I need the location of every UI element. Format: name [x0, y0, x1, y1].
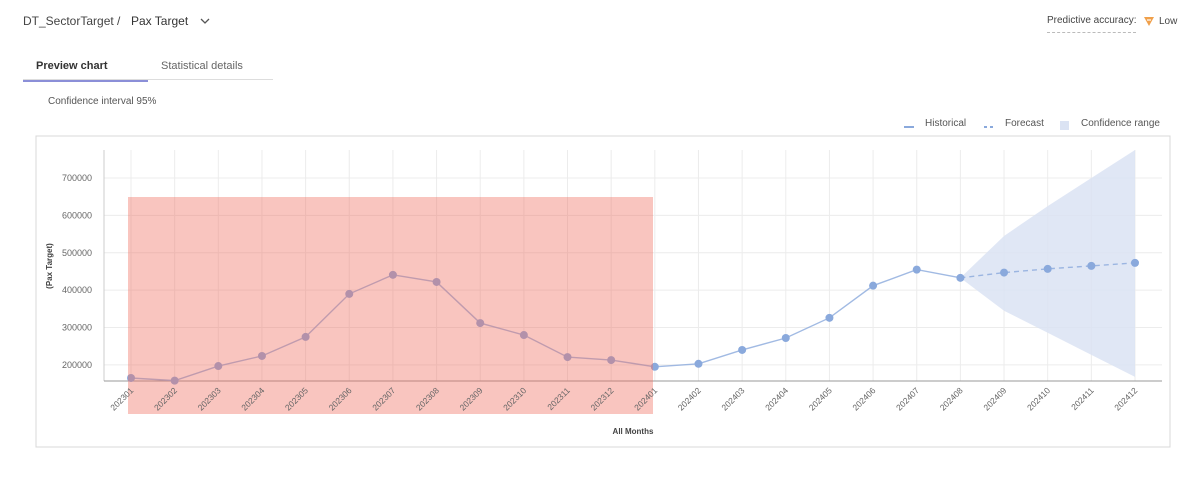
legend-label: Forecast — [1005, 118, 1044, 129]
data-point — [1131, 258, 1139, 267]
x-tick-label: 202409 — [981, 385, 1008, 412]
chevron — [200, 18, 209, 24]
data-point — [1000, 268, 1009, 277]
x-tick-label: 202411 — [1069, 385, 1096, 412]
data-point — [563, 353, 572, 362]
data-point — [1087, 261, 1096, 270]
data-point — [912, 265, 921, 274]
data-point — [1043, 264, 1052, 273]
x-tick-label: 202410 — [1025, 385, 1052, 412]
dataset-name: Pax Target — [131, 14, 189, 28]
dataset-dropdown[interactable]: Pax Target — [131, 14, 210, 28]
tab-preview[interactable]: Preview chart — [23, 60, 148, 82]
y-tick-label: 500000 — [62, 248, 92, 258]
data-point — [738, 345, 747, 354]
x-tick-label: 202402 — [676, 385, 703, 412]
accuracy-value: Low — [1159, 16, 1178, 27]
data-point — [127, 374, 135, 383]
data-point — [519, 331, 528, 340]
x-tick-label: 202403 — [719, 385, 746, 412]
tab-rule — [23, 79, 273, 80]
x-axis-label: All Months — [613, 427, 654, 436]
y-tick-label: 200000 — [62, 360, 92, 370]
data-point — [650, 362, 659, 371]
data-point — [694, 359, 703, 368]
y-tick-label: 600000 — [62, 210, 92, 220]
data-point — [345, 289, 354, 298]
data-point — [301, 332, 310, 341]
data-point — [607, 356, 616, 365]
y-tick-label: 400000 — [62, 285, 92, 295]
accuracy-icon — [1144, 17, 1154, 26]
x-tick-label: 202406 — [850, 385, 877, 412]
data-point — [432, 277, 441, 286]
series-line — [130, 268, 961, 382]
legend-label: Confidence range — [1081, 118, 1160, 129]
legend-label: Historical — [925, 118, 966, 129]
confidence-note: Confidence interval 95% — [48, 96, 157, 107]
data-point — [825, 313, 834, 322]
x-tick-label: 202405 — [807, 385, 834, 412]
y-tick-label: 300000 — [62, 323, 92, 333]
tab-statistics[interactable]: Statistical details — [161, 60, 243, 72]
data-point — [214, 362, 223, 371]
accuracy-label[interactable]: Predictive accuracy: — [1047, 15, 1137, 33]
y-axis-label: (Pax Target) — [45, 243, 54, 289]
chart-frame — [35, 135, 1171, 448]
series-line — [960, 262, 1136, 279]
x-tick-label: 202404 — [763, 385, 790, 412]
data-point — [388, 270, 397, 279]
data-point — [476, 319, 485, 328]
data-point — [781, 334, 790, 343]
data-point — [170, 376, 179, 385]
highlight-region — [128, 197, 653, 414]
legend-swatch — [1060, 121, 1069, 130]
x-tick-label: 202408 — [938, 385, 965, 412]
y-tick-label: 700000 — [62, 173, 92, 183]
x-tick-label: 202412 — [1112, 385, 1139, 412]
data-point — [257, 351, 266, 360]
confidence-area — [960, 150, 1135, 377]
breadcrumb[interactable]: DT_SectorTarget / — [23, 14, 121, 28]
x-tick-label: 202407 — [894, 385, 921, 412]
data-point — [869, 281, 878, 290]
